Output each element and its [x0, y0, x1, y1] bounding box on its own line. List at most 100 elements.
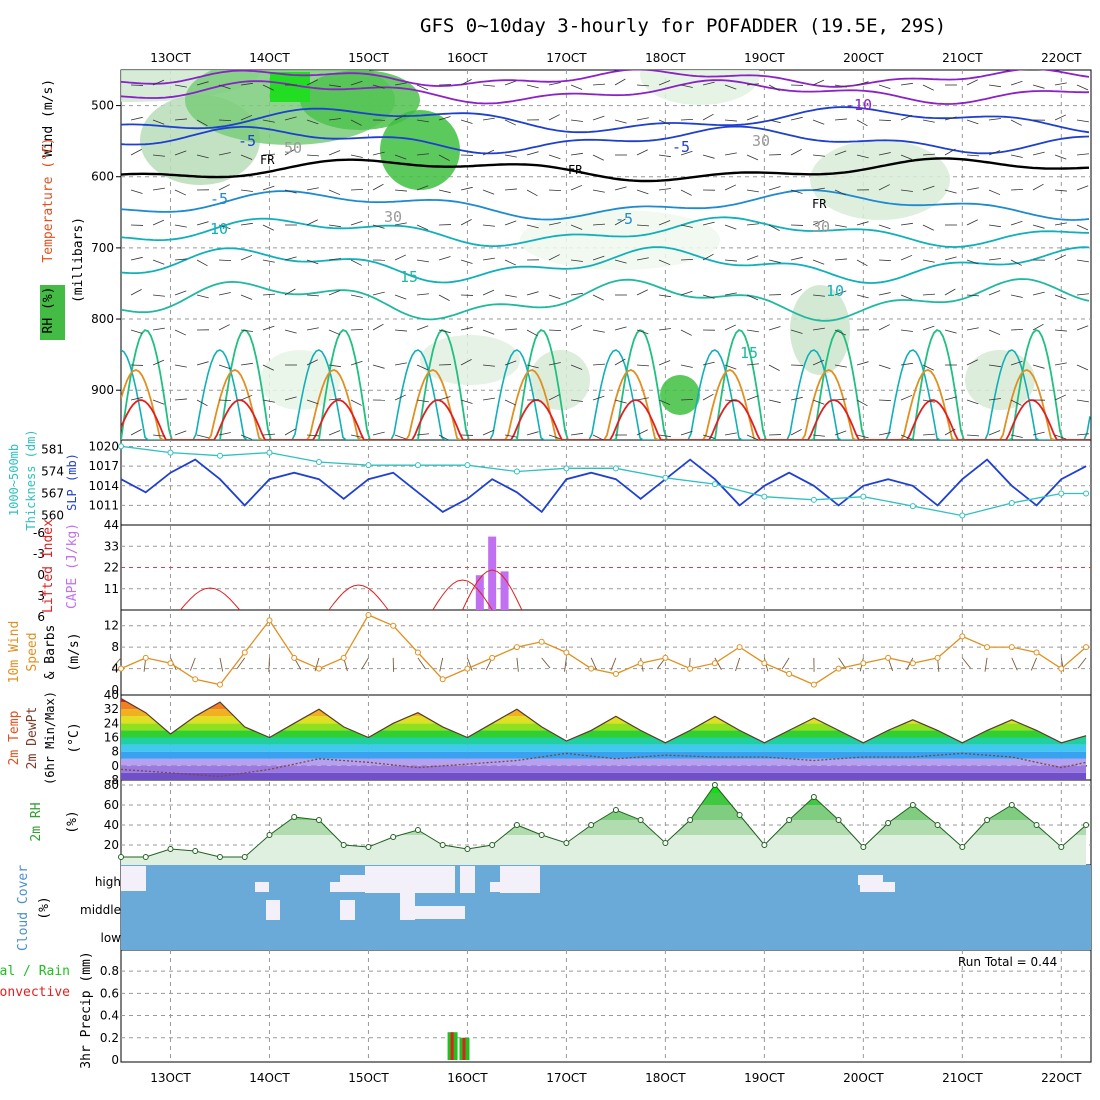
rh-line-point — [563, 840, 570, 846]
wind-barb — [834, 258, 847, 261]
wind-barb — [878, 84, 891, 90]
wind-barb — [328, 364, 341, 368]
wind-barb — [878, 364, 891, 370]
wind-barb — [240, 434, 253, 440]
x-tick-top: 13OCT — [150, 51, 191, 65]
wind-barb — [592, 434, 604, 440]
thickness-line-point — [118, 443, 124, 450]
wind-barb — [174, 290, 187, 296]
precip-conv-bar — [462, 1037, 466, 1060]
wind-barb — [1054, 294, 1067, 300]
cloud-block — [415, 906, 465, 919]
wind-barb — [988, 189, 1001, 196]
rh-line-point — [216, 854, 223, 860]
contour-label: 10 — [826, 282, 844, 300]
wind-barb — [790, 396, 803, 401]
thickness-line-point — [167, 449, 174, 456]
wind-barb — [812, 399, 825, 405]
temp-band — [121, 737, 1087, 745]
wind-barb — [724, 152, 737, 156]
wind-barb — [812, 79, 825, 86]
temperature-contour — [121, 70, 1090, 88]
wind-barb — [900, 254, 913, 261]
wind-barb — [526, 84, 539, 89]
wind-barb — [592, 294, 604, 301]
wind-speed-line-point — [513, 644, 520, 651]
wind-barb — [856, 399, 868, 407]
thickness-line-point — [216, 452, 223, 459]
wind-barb — [944, 428, 956, 436]
wind-barb — [218, 399, 232, 402]
wind-barb — [482, 84, 495, 87]
wind-barb — [482, 189, 495, 195]
wind-barb — [724, 259, 737, 262]
ylabel-temp-2: 2m DewPt — [25, 707, 40, 770]
wind-barb — [306, 187, 319, 191]
wind-barb — [592, 154, 604, 161]
rh-tick: 60 — [104, 798, 119, 812]
rh-shading — [660, 375, 700, 415]
pressure-tick: 600 — [91, 170, 114, 184]
cloud-block — [330, 882, 340, 892]
wind-barb — [702, 361, 715, 366]
rh-tick: 20 — [104, 838, 119, 852]
wind-barb — [504, 80, 517, 86]
li-tick: 3 — [37, 589, 45, 603]
wind-barb — [570, 184, 583, 191]
rh-line-point — [167, 846, 174, 852]
rh-line-point — [142, 854, 149, 860]
wind-barb — [922, 119, 935, 123]
wind-barb — [240, 362, 253, 366]
wind-barb — [504, 259, 517, 266]
wind-barb — [548, 434, 561, 440]
wind-barb — [268, 657, 270, 672]
wind-barb — [856, 361, 869, 366]
slp-tick: 1011 — [88, 498, 119, 512]
wind-barb — [504, 399, 517, 406]
wind-barb — [1077, 657, 1087, 669]
wind-barb — [196, 221, 209, 226]
wind-barb — [504, 220, 517, 226]
wind-speed-line — [120, 614, 1087, 686]
wind-speed-line-point — [959, 633, 966, 640]
rh-band — [121, 785, 1087, 793]
temp-band — [121, 698, 1087, 703]
wind-barb — [966, 359, 978, 366]
x-tick-top: 21OCT — [942, 51, 983, 65]
wind-barb — [460, 326, 473, 331]
wind-barb — [988, 430, 1001, 436]
temp-band — [121, 765, 1087, 773]
wind-barb — [614, 186, 627, 191]
wind-barb — [240, 154, 253, 160]
thickness-tick: 567 — [41, 487, 64, 501]
contour-label: 30 — [812, 218, 830, 236]
wind-barb — [1010, 434, 1023, 438]
wind-barb — [240, 222, 253, 226]
wind-barb — [460, 259, 473, 264]
wind-barb — [438, 116, 451, 121]
wind-barb — [262, 84, 274, 91]
wind-barb — [812, 119, 825, 125]
wind-barb — [1032, 291, 1045, 296]
wind-barb — [460, 359, 472, 366]
contour-label: -5 — [238, 132, 256, 150]
ylabel-wind: Wind (m/s) — [41, 79, 56, 157]
wind-barb — [174, 150, 187, 156]
wind-speed-line-point — [464, 665, 471, 672]
temperature-contour — [121, 79, 1090, 105]
x-tick-top: 19OCT — [744, 51, 785, 65]
wind-barb — [372, 183, 384, 191]
rh-line-point — [711, 782, 718, 788]
wind-barb — [680, 150, 693, 156]
wind-barb — [680, 290, 693, 296]
wind-barb — [614, 358, 626, 366]
x-tick-top: 15OCT — [348, 51, 389, 65]
wind-barb — [834, 189, 847, 196]
rh-line-point — [662, 840, 669, 846]
contour-label: 15 — [740, 344, 758, 362]
wind-barb — [306, 434, 319, 437]
ylabel-slp: SLP (mb) — [65, 453, 79, 511]
wind-barb — [504, 188, 517, 191]
wind-barb — [966, 259, 979, 265]
rh-line-point — [1083, 822, 1090, 828]
